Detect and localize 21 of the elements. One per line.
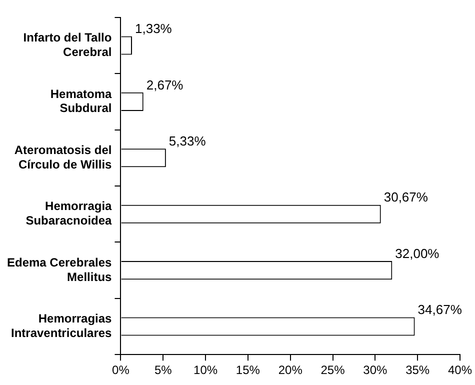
data-label: 30,67%	[384, 190, 428, 205]
y-tick-label: Infarto del Tallo Cerebral	[23, 30, 112, 60]
data-label: 1,33%	[135, 21, 172, 36]
x-tick-label: 20%	[278, 363, 303, 378]
data-label: 34,67%	[418, 302, 462, 318]
x-tick-label: 40%	[448, 363, 472, 378]
y-tick-label: Edema Cerebrales Mellitus	[6, 255, 112, 284]
data-label: 2,67%	[146, 77, 184, 92]
data-label: 5,33%	[168, 133, 206, 148]
x-tick-label: 5%	[154, 363, 172, 378]
x-tick-label: 30%	[363, 363, 388, 378]
x-tick-label: 0%	[112, 363, 130, 378]
x-tick-label: 35%	[406, 363, 430, 378]
x-tick-label: 15%	[236, 363, 260, 378]
y-tick-label: Hemorragia Subaracnoidea	[26, 199, 112, 228]
data-label: 32,00%	[395, 246, 440, 261]
x-tick-label: 10%	[194, 363, 218, 378]
y-tick-label: Hemorragias Intraventriculares	[11, 312, 112, 340]
y-tick-label: Hematoma Subdural	[50, 86, 112, 116]
x-tick-label: 25%	[320, 363, 346, 378]
y-tick-label: Ateromatosis del Círculo de Willis	[14, 143, 112, 172]
